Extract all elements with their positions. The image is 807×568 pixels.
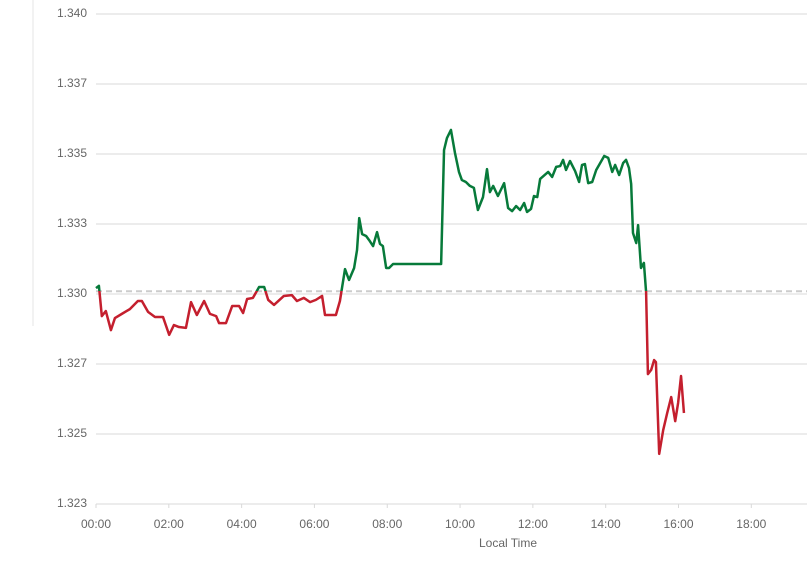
x-tick-label: 08:00 [372,517,402,531]
x-tick-label: 04:00 [227,517,257,531]
y-tick-label: 1.327 [57,356,87,370]
y-tick-label: 1.333 [57,216,87,230]
x-tick-label: 14:00 [591,517,621,531]
y-tick-label: 1.323 [57,496,87,510]
x-tick-label: 18:00 [736,517,766,531]
x-tick-label: 16:00 [663,517,693,531]
x-axis-title: Local Time [479,536,537,550]
x-tick-label: 06:00 [299,517,329,531]
y-tick-label: 1.330 [57,286,87,300]
x-tick-label: 00:00 [81,517,111,531]
y-tick-label: 1.335 [57,146,87,160]
y-tick-label: 1.337 [57,76,87,90]
y-tick-label: 1.325 [57,426,87,440]
x-tick-label: 12:00 [518,517,548,531]
price-line [95,128,686,456]
x-tick-label: 02:00 [154,517,184,531]
x-tick-label: 10:00 [445,517,475,531]
y-tick-label: 1.340 [57,6,87,20]
